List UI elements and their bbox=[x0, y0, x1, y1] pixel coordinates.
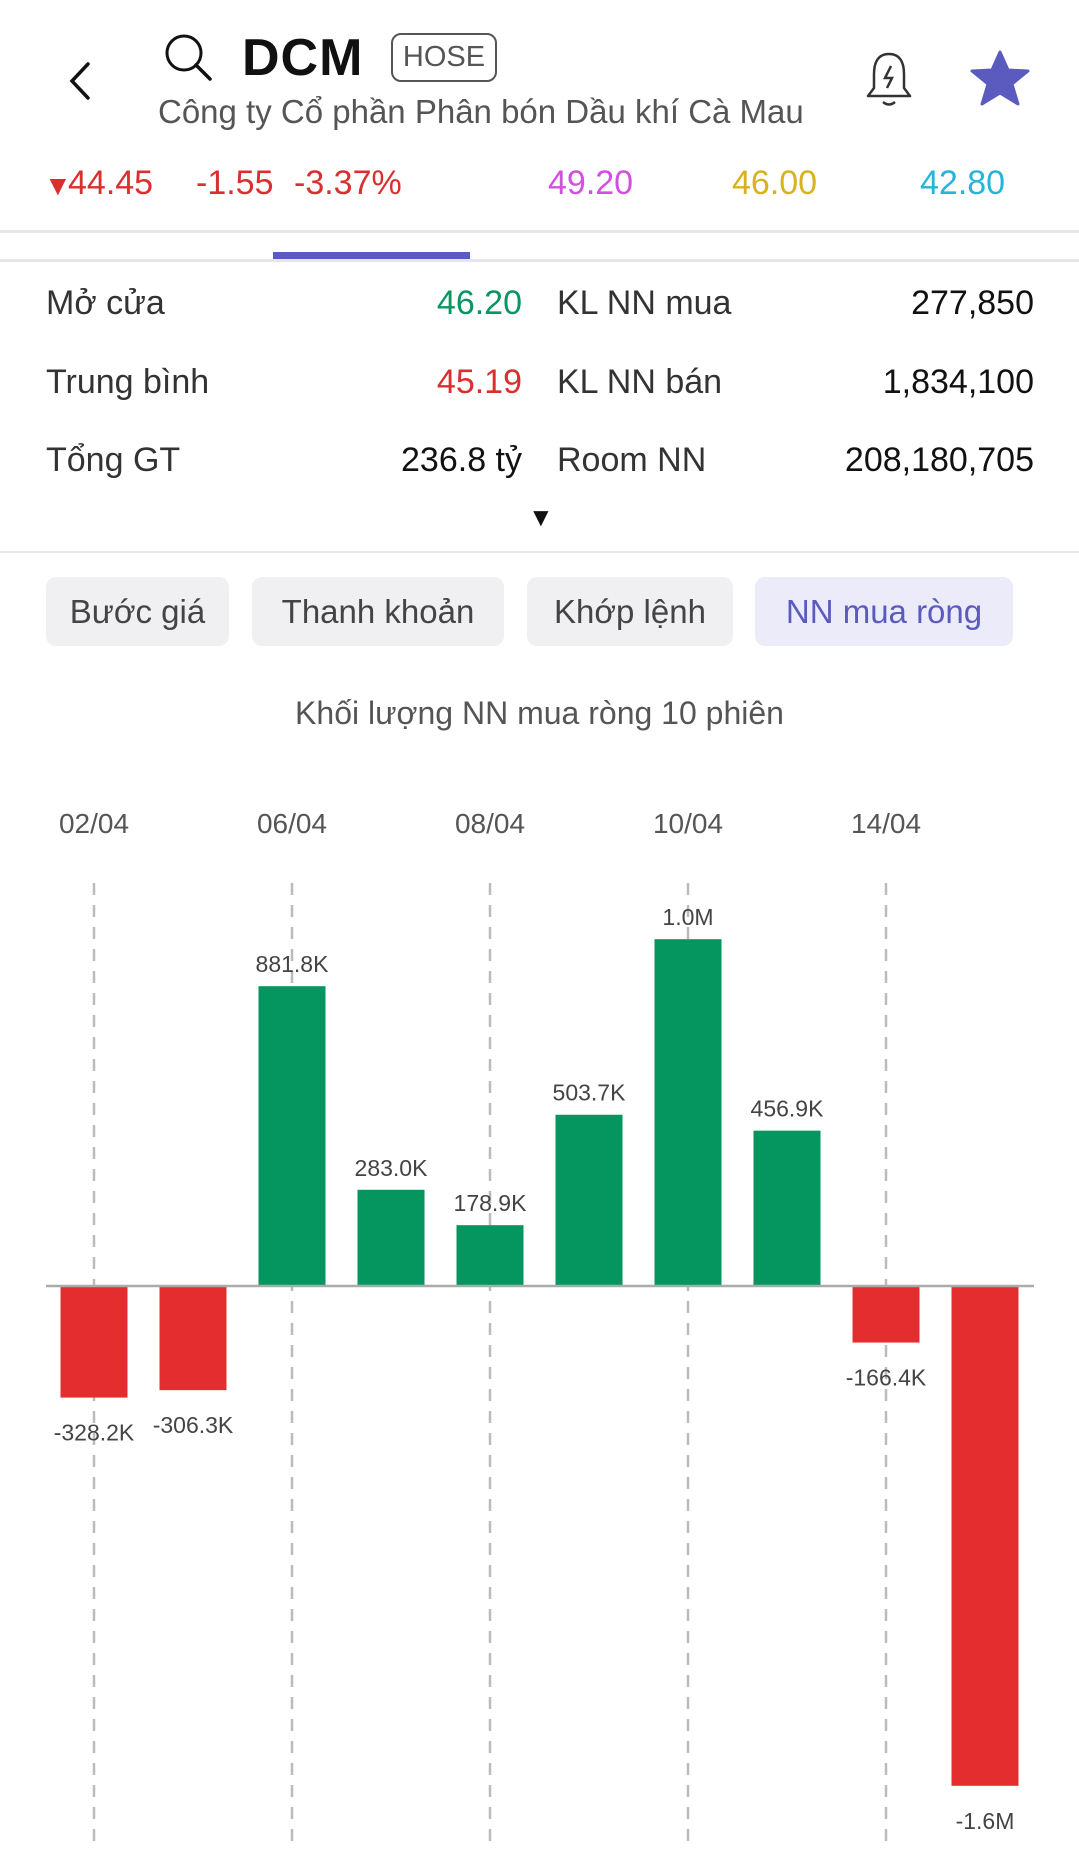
x-tick-label: 06/04 bbox=[257, 808, 327, 839]
company-name: Công ty Cổ phần Phân bón Dầu khí Cà Mau bbox=[158, 93, 804, 130]
data-label: 881.8K bbox=[256, 951, 330, 977]
bar bbox=[852, 1286, 920, 1343]
stat-label-foreign-sell: KL NN bán bbox=[557, 363, 723, 401]
data-label: -306.3K bbox=[153, 1412, 234, 1438]
stat-label-total-value: Tổng GT bbox=[46, 441, 181, 479]
stat-value-open: 46.20 bbox=[436, 284, 522, 322]
active-tab-indicator bbox=[273, 252, 470, 259]
x-tick-label: 10/04 bbox=[653, 808, 723, 839]
bar bbox=[951, 1286, 1019, 1786]
divider bbox=[0, 259, 1079, 262]
search-icon[interactable] bbox=[163, 32, 215, 84]
stat-value-foreign-sell: 1,834,100 bbox=[882, 363, 1034, 401]
bar bbox=[456, 1225, 524, 1286]
expand-caret-icon[interactable]: ▼ bbox=[528, 502, 554, 532]
foreign-net-buy-chart: 02/04 06/04 08/04 10/04 14/04 -328.2K -306.3K 8… bbox=[46, 808, 1034, 1848]
price-change: -1.55 bbox=[196, 164, 274, 202]
tab-price-step[interactable]: Bước giá bbox=[46, 577, 229, 646]
bar bbox=[555, 1114, 623, 1286]
stat-value-foreign-room: 208,180,705 bbox=[844, 441, 1034, 479]
bar bbox=[258, 986, 326, 1286]
data-label: -328.2K bbox=[54, 1420, 135, 1446]
stat-label-foreign-buy: KL NN mua bbox=[557, 284, 732, 322]
chart-title: Khối lượng NN mua ròng 10 phiên bbox=[295, 695, 784, 731]
stat-value-average: 45.19 bbox=[436, 363, 522, 401]
stat-value-total-value: 236.8 tỷ bbox=[401, 441, 522, 479]
stat-label-average: Trung bình bbox=[46, 363, 210, 401]
reference-price: 46.00 bbox=[732, 164, 818, 202]
price-row: ▼ 44.45 -1.55 -3.37% 49.20 46.00 42.80 bbox=[44, 160, 1079, 208]
down-arrow-icon: ▼ bbox=[44, 170, 72, 201]
stat-label-open: Mở cửa bbox=[46, 284, 165, 322]
data-label: 283.0K bbox=[355, 1155, 429, 1181]
price-alert-bell-icon[interactable] bbox=[862, 50, 916, 110]
stat-value-foreign-buy: 277,850 bbox=[911, 284, 1034, 322]
data-label: 503.7K bbox=[553, 1080, 627, 1106]
divider bbox=[0, 551, 1079, 553]
data-label: 456.9K bbox=[751, 1096, 825, 1122]
ceiling-price: 49.20 bbox=[548, 164, 634, 202]
data-label: -166.4K bbox=[846, 1365, 927, 1391]
price-change-pct: -3.37% bbox=[294, 164, 402, 202]
back-icon[interactable] bbox=[62, 56, 102, 106]
x-tick-label: 08/04 bbox=[455, 808, 525, 839]
tab-liquidity[interactable]: Thanh khoản bbox=[252, 577, 504, 646]
divider bbox=[0, 230, 1079, 233]
tab-matched-orders[interactable]: Khớp lệnh bbox=[527, 577, 733, 646]
bar bbox=[159, 1286, 227, 1391]
exchange-badge: HOSE bbox=[391, 33, 497, 82]
bar bbox=[60, 1286, 128, 1398]
last-price: 44.45 bbox=[68, 164, 154, 202]
stat-label-foreign-room: Room NN bbox=[557, 441, 707, 479]
data-label: 1.0M bbox=[662, 904, 713, 930]
tab-foreign-net-buy[interactable]: NN mua ròng bbox=[755, 577, 1013, 646]
bar bbox=[357, 1189, 425, 1286]
ticker-symbol: DCM bbox=[242, 29, 364, 87]
x-tick-label: 02/04 bbox=[59, 808, 129, 839]
bar bbox=[753, 1130, 821, 1286]
data-label: 178.9K bbox=[454, 1190, 528, 1216]
data-label: -1.6M bbox=[956, 1808, 1015, 1834]
bar bbox=[654, 939, 722, 1286]
floor-price: 42.80 bbox=[920, 164, 1006, 202]
favorite-star-icon[interactable] bbox=[970, 50, 1030, 106]
x-tick-label: 14/04 bbox=[851, 808, 921, 839]
